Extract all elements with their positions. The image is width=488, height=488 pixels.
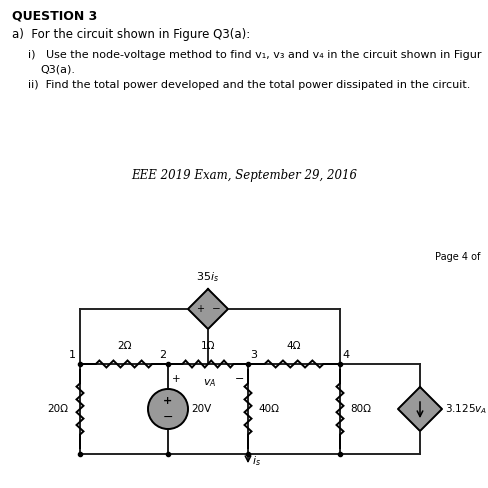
- Text: −: −: [211, 304, 220, 314]
- Text: 20V: 20V: [191, 404, 211, 414]
- Text: Page 4 of: Page 4 of: [434, 252, 479, 262]
- Text: $v_A$: $v_A$: [203, 377, 216, 389]
- Text: +: +: [172, 374, 180, 384]
- Text: −: −: [234, 374, 244, 384]
- Text: −: −: [163, 410, 173, 424]
- Text: 4Ω: 4Ω: [286, 341, 301, 351]
- Text: 20Ω: 20Ω: [47, 404, 68, 414]
- Text: i)   Use the node-voltage method to find v₁, v₃ and v₄ in the circuit shown in F: i) Use the node-voltage method to find v…: [28, 50, 481, 60]
- Text: 1Ω: 1Ω: [201, 341, 215, 351]
- Text: +: +: [196, 304, 203, 314]
- Text: 40Ω: 40Ω: [258, 404, 279, 414]
- Polygon shape: [397, 387, 441, 431]
- Text: Q3(a).: Q3(a).: [40, 65, 75, 75]
- Text: EEE 2019 Exam, September 29, 2016: EEE 2019 Exam, September 29, 2016: [131, 169, 356, 183]
- Text: a)  For the circuit shown in Figure Q3(a):: a) For the circuit shown in Figure Q3(a)…: [12, 28, 250, 41]
- Text: 80Ω: 80Ω: [349, 404, 370, 414]
- Text: $3.125v_A$: $3.125v_A$: [444, 402, 487, 416]
- Text: 4: 4: [341, 350, 348, 360]
- Text: 3: 3: [249, 350, 257, 360]
- Text: 2: 2: [159, 350, 165, 360]
- Text: 2Ω: 2Ω: [117, 341, 131, 351]
- Text: $i_s$: $i_s$: [251, 454, 261, 468]
- Text: ii)  Find the total power developed and the total power dissipated in the circui: ii) Find the total power developed and t…: [28, 80, 469, 90]
- Circle shape: [148, 389, 187, 429]
- Text: QUESTION 3: QUESTION 3: [12, 10, 97, 23]
- Text: 1: 1: [69, 350, 76, 360]
- Text: +: +: [163, 396, 172, 406]
- Text: $35i_s$: $35i_s$: [196, 270, 219, 284]
- Polygon shape: [187, 289, 227, 329]
